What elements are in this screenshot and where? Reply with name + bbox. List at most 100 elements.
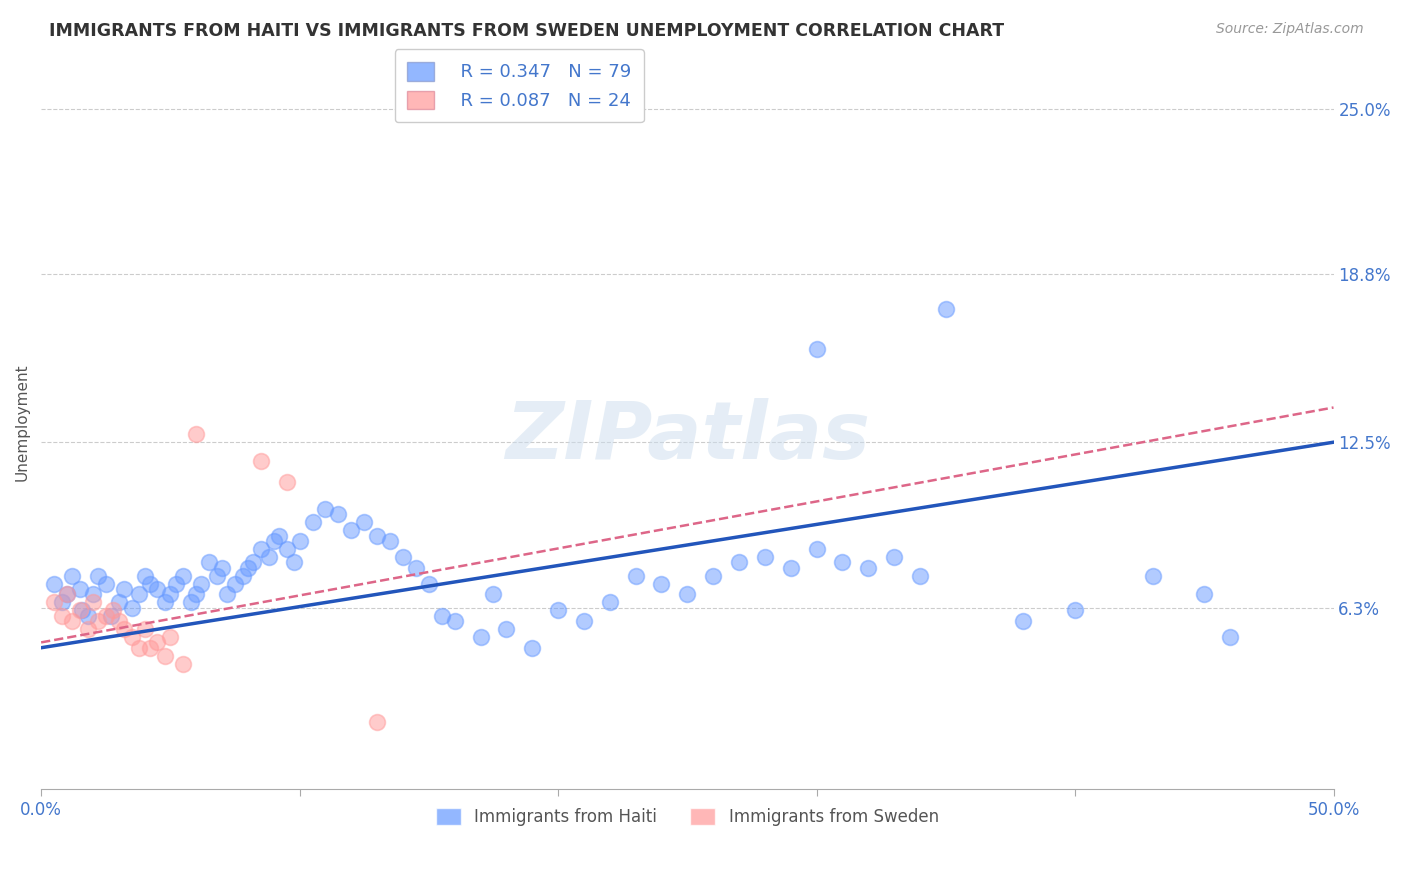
- Point: [87, 614, 110, 628]
- Point: [676, 587, 699, 601]
- Point: [276, 475, 298, 490]
- Text: IMMIGRANTS FROM HAITI VS IMMIGRANTS FROM SWEDEN UNEMPLOYMENT CORRELATION CHART: IMMIGRANTS FROM HAITI VS IMMIGRANTS FROM…: [49, 22, 1004, 40]
- Point: [107, 614, 129, 628]
- Point: [430, 608, 453, 623]
- Point: [257, 549, 280, 564]
- Point: [470, 630, 492, 644]
- Point: [112, 622, 135, 636]
- Point: [908, 568, 931, 582]
- Point: [172, 657, 194, 671]
- Point: [51, 608, 73, 623]
- Point: [482, 587, 505, 601]
- Point: [205, 568, 228, 582]
- Point: [288, 533, 311, 548]
- Point: [153, 595, 176, 609]
- Point: [1142, 568, 1164, 582]
- Point: [138, 640, 160, 655]
- Point: [754, 549, 776, 564]
- Point: [236, 560, 259, 574]
- Point: [76, 622, 98, 636]
- Point: [547, 603, 569, 617]
- Point: [107, 595, 129, 609]
- Point: [276, 541, 298, 556]
- Point: [599, 595, 621, 609]
- Point: [572, 614, 595, 628]
- Point: [328, 508, 350, 522]
- Point: [103, 603, 125, 617]
- Point: [94, 608, 117, 623]
- Point: [165, 576, 187, 591]
- Point: [702, 568, 724, 582]
- Point: [340, 523, 363, 537]
- Point: [250, 541, 273, 556]
- Point: [378, 533, 401, 548]
- Point: [1012, 614, 1035, 628]
- Point: [232, 568, 254, 582]
- Point: [283, 555, 305, 569]
- Point: [263, 533, 285, 548]
- Point: [159, 630, 181, 644]
- Point: [1064, 603, 1087, 617]
- Point: [831, 555, 853, 569]
- Point: [100, 608, 122, 623]
- Point: [495, 622, 517, 636]
- Point: [60, 614, 83, 628]
- Point: [728, 555, 751, 569]
- Point: [443, 614, 465, 628]
- Point: [883, 549, 905, 564]
- Point: [190, 576, 212, 591]
- Point: [522, 640, 544, 655]
- Point: [69, 582, 91, 596]
- Point: [82, 587, 104, 601]
- Text: ZIPatlas: ZIPatlas: [505, 398, 870, 475]
- Point: [138, 576, 160, 591]
- Point: [1219, 630, 1241, 644]
- Point: [405, 560, 427, 574]
- Point: [172, 568, 194, 582]
- Point: [180, 595, 202, 609]
- Point: [134, 622, 156, 636]
- Point: [153, 648, 176, 663]
- Point: [392, 549, 415, 564]
- Point: [42, 576, 65, 591]
- Point: [128, 587, 150, 601]
- Point: [76, 608, 98, 623]
- Point: [935, 301, 957, 316]
- Point: [418, 576, 440, 591]
- Point: [650, 576, 672, 591]
- Point: [186, 427, 208, 442]
- Point: [806, 342, 828, 356]
- Point: [314, 502, 336, 516]
- Text: Source: ZipAtlas.com: Source: ZipAtlas.com: [1216, 22, 1364, 37]
- Point: [250, 454, 273, 468]
- Point: [146, 582, 169, 596]
- Point: [366, 715, 388, 730]
- Point: [1194, 587, 1216, 601]
- Point: [301, 516, 323, 530]
- Point: [267, 528, 290, 542]
- Point: [72, 603, 94, 617]
- Point: [128, 640, 150, 655]
- Y-axis label: Unemployment: Unemployment: [15, 363, 30, 481]
- Point: [198, 555, 221, 569]
- Point: [56, 587, 79, 601]
- Point: [858, 560, 880, 574]
- Point: [624, 568, 647, 582]
- Point: [87, 568, 110, 582]
- Point: [60, 568, 83, 582]
- Point: [42, 595, 65, 609]
- Point: [159, 587, 181, 601]
- Point: [806, 541, 828, 556]
- Point: [121, 600, 143, 615]
- Point: [366, 528, 388, 542]
- Point: [94, 576, 117, 591]
- Point: [242, 555, 264, 569]
- Point: [146, 635, 169, 649]
- Legend: Immigrants from Haiti, Immigrants from Sweden: Immigrants from Haiti, Immigrants from S…: [426, 797, 949, 836]
- Point: [121, 630, 143, 644]
- Point: [217, 587, 239, 601]
- Point: [353, 516, 375, 530]
- Point: [211, 560, 233, 574]
- Point: [134, 568, 156, 582]
- Point: [82, 595, 104, 609]
